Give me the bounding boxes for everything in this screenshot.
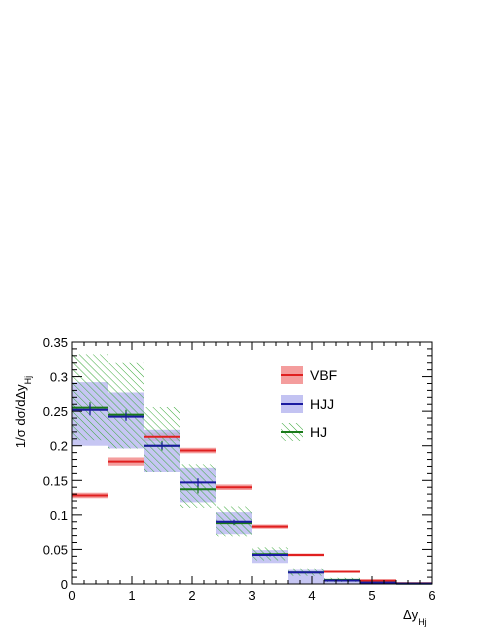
x-tick-label: 3 — [248, 588, 255, 603]
x-tick-label: 6 — [428, 588, 435, 603]
uncertainty-bands — [72, 354, 432, 584]
y-tick-label: 0.05 — [43, 542, 68, 557]
y-tick-label: 0 — [61, 577, 68, 592]
y-tick-label: 0.35 — [43, 335, 68, 350]
x-tick-label: 2 — [188, 588, 195, 603]
legend-label-hj: HJ — [310, 424, 327, 440]
x-tick-label: 5 — [368, 588, 375, 603]
hj-band-bin — [72, 354, 108, 441]
legend-label-vbf: VBF — [310, 367, 337, 383]
y-axis-label-sub: Hj — [23, 376, 33, 385]
y-axis-label-main: 1/σ dσ/dΔy — [13, 384, 28, 448]
x-tick-label: 4 — [308, 588, 315, 603]
x-axis-label-main: Δy — [403, 607, 419, 622]
legend-label-hjj: HJJ — [310, 396, 334, 412]
x-tick-labels: 0 1 2 3 4 5 6 — [68, 588, 435, 603]
y-tick-label: 0.15 — [43, 473, 68, 488]
x-axis-label: ΔyHj — [403, 607, 427, 627]
y-tick-label: 0.25 — [43, 404, 68, 419]
legend: VBF HJJ HJ — [281, 366, 337, 441]
hj-band-bin — [144, 406, 180, 472]
y-tick-label: 0.2 — [50, 439, 68, 454]
x-axis-label-sub: Hj — [418, 617, 427, 627]
x-tick-label: 1 — [128, 588, 135, 603]
y-tick-label: 0.1 — [50, 508, 68, 523]
y-tick-labels: 0 0.05 0.1 0.15 0.2 0.25 0.3 0.35 — [43, 335, 68, 592]
y-axis-label: 1/σ dσ/dΔyHj — [13, 376, 33, 448]
y-tick-label: 0.3 — [50, 370, 68, 385]
axis-ticks — [71, 341, 433, 585]
x-tick-label: 0 — [68, 588, 75, 603]
hj-band-bin — [108, 362, 144, 449]
